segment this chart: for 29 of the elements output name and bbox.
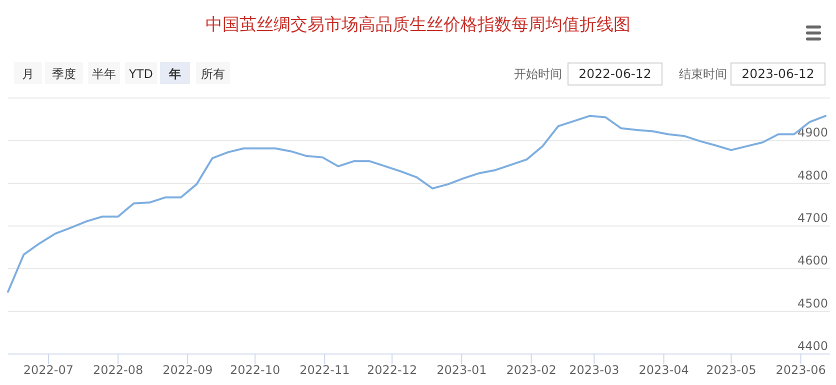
x-tick-label: 2023-01 — [436, 363, 487, 377]
text: 月 — [22, 67, 34, 81]
x-tick-label: 2022-10 — [230, 363, 280, 377]
chart-title: 中国茧丝绸交易市场高品质生丝价格指数每周均值折线图 — [206, 15, 630, 35]
y-tick-label: 4900 — [797, 126, 828, 140]
x-tick-label: 2023-02 — [506, 363, 556, 377]
text: 2022-06-12 — [578, 66, 652, 81]
y-tick-label: 4500 — [797, 296, 828, 310]
y-tick-label: 4700 — [797, 211, 828, 225]
x-tick-label: 2022-07 — [23, 363, 74, 377]
text: 季度 — [52, 67, 76, 81]
y-tick-label: 4400 — [797, 339, 828, 353]
text: YTD — [128, 67, 153, 81]
x-tick-label: 2022-12 — [366, 363, 418, 377]
text: 结束时间 — [679, 67, 727, 81]
y-tick-label: 4800 — [797, 168, 828, 182]
x-tick-label: 2023-03 — [569, 363, 620, 377]
x-tick-label: 2022-08 — [92, 363, 144, 377]
x-tick-label: 2023-06 — [776, 363, 826, 377]
x-tick-label: 2022-11 — [300, 363, 350, 377]
text: 2023-06-12 — [742, 66, 814, 81]
y-tick-label: 4600 — [797, 254, 828, 268]
text: 年 — [168, 67, 181, 81]
x-tick-label: 2023-05 — [706, 363, 756, 377]
text: 半年 — [92, 67, 116, 81]
text: 开始时间 — [514, 67, 562, 81]
x-tick-label: 2022-09 — [162, 363, 213, 377]
text: 所有 — [201, 67, 225, 81]
x-tick-label: 2023-04 — [638, 363, 689, 377]
